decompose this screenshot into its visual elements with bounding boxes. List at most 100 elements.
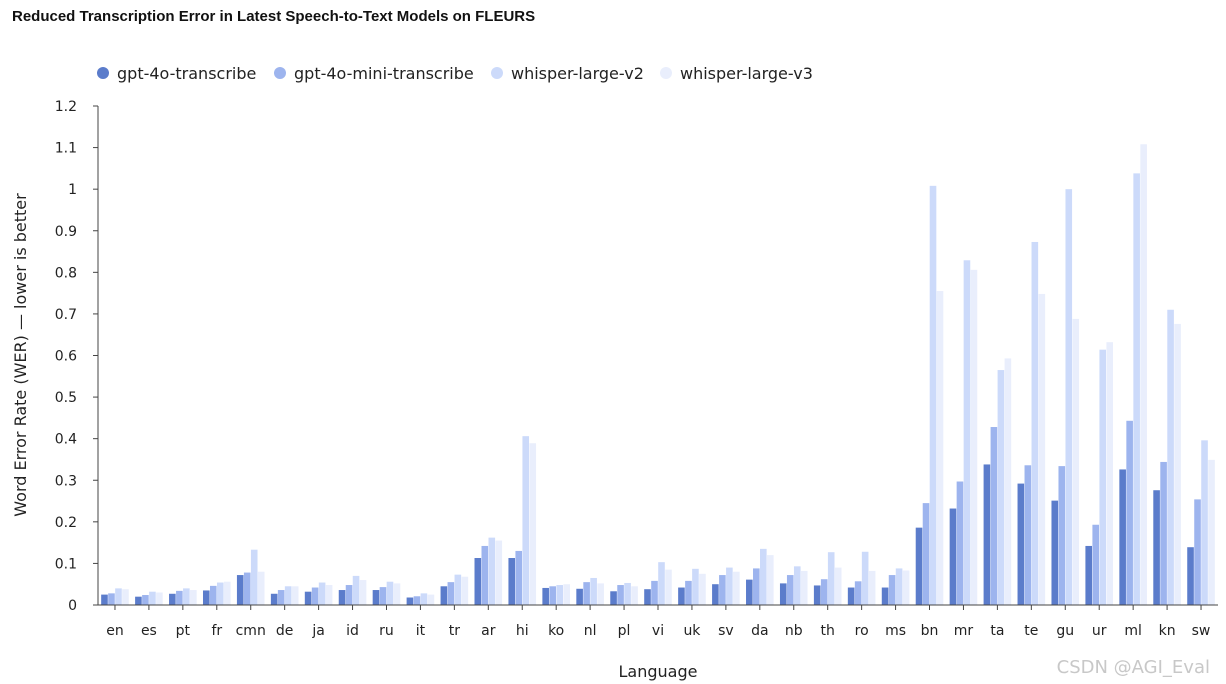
bar-whisper-large-v2-cmn[interactable] [250,549,258,605]
bar-gpt-4o-transcribe-gu[interactable] [1051,500,1059,605]
bar-whisper-large-v3-cmn[interactable] [257,571,265,605]
bar-gpt-4o-mini-transcribe-ml[interactable] [1126,420,1133,605]
bar-gpt-4o-transcribe-ro[interactable] [847,587,855,605]
bar-whisper-large-v3-nb[interactable] [800,570,808,605]
bar-gpt-4o-mini-transcribe-vi[interactable] [651,580,658,605]
bar-whisper-large-v3-ta[interactable] [1004,358,1012,605]
bar-whisper-large-v2-bn[interactable] [929,185,937,605]
bar-gpt-4o-transcribe-pl[interactable] [610,591,617,605]
bar-whisper-large-v2-ms[interactable] [895,568,903,605]
bar-whisper-large-v3-fr[interactable] [223,581,231,605]
bar-gpt-4o-transcribe-ur[interactable] [1085,545,1093,605]
bar-gpt-4o-transcribe-bn[interactable] [915,527,923,605]
bar-gpt-4o-transcribe-nl[interactable] [576,588,583,605]
bar-gpt-4o-mini-transcribe-kn[interactable] [1160,461,1167,605]
bar-gpt-4o-mini-transcribe-tr[interactable] [447,582,455,605]
bar-whisper-large-v2-ar[interactable] [488,537,496,605]
bar-whisper-large-v2-ur[interactable] [1099,349,1107,605]
bar-whisper-large-v2-vi[interactable] [658,562,665,605]
bar-gpt-4o-transcribe-hi[interactable] [508,558,516,605]
bar-gpt-4o-transcribe-en[interactable] [101,594,108,605]
bar-gpt-4o-mini-transcribe-ms[interactable] [888,575,896,605]
bar-whisper-large-v3-id[interactable] [359,580,367,605]
bar-whisper-large-v3-mr[interactable] [970,269,978,605]
bar-whisper-large-v3-ro[interactable] [868,570,876,605]
bar-whisper-large-v2-th[interactable] [827,552,835,605]
bar-whisper-large-v3-da[interactable] [767,555,774,605]
bar-whisper-large-v2-gu[interactable] [1065,189,1073,606]
bar-gpt-4o-mini-transcribe-nb[interactable] [786,575,794,605]
bar-whisper-large-v2-fr[interactable] [216,582,224,605]
bar-whisper-large-v2-en[interactable] [115,588,122,605]
bar-whisper-large-v3-th[interactable] [834,567,842,605]
bar-gpt-4o-mini-transcribe-ja[interactable] [311,587,319,605]
bar-whisper-large-v2-te[interactable] [1031,241,1039,606]
bar-whisper-large-v2-ml[interactable] [1133,173,1140,606]
bar-gpt-4o-mini-transcribe-ko[interactable] [549,586,556,605]
bar-whisper-large-v3-pt[interactable] [190,590,197,605]
bar-whisper-large-v3-de[interactable] [291,586,299,605]
bar-gpt-4o-transcribe-pt[interactable] [169,593,176,605]
bar-gpt-4o-mini-transcribe-mr[interactable] [956,481,964,606]
bar-gpt-4o-mini-transcribe-pl[interactable] [617,585,624,605]
bar-gpt-4o-mini-transcribe-ta[interactable] [990,427,998,605]
bar-gpt-4o-mini-transcribe-pt[interactable] [176,590,183,605]
bar-whisper-large-v2-mr[interactable] [963,260,971,605]
bar-gpt-4o-transcribe-sv[interactable] [712,584,719,605]
bar-gpt-4o-transcribe-fr[interactable] [202,590,210,605]
bar-whisper-large-v2-es[interactable] [149,591,156,605]
bar-gpt-4o-transcribe-ja[interactable] [304,591,312,605]
bar-whisper-large-v3-nl[interactable] [597,583,604,605]
bar-gpt-4o-transcribe-mr[interactable] [949,508,957,605]
bar-whisper-large-v3-sw[interactable] [1208,459,1215,605]
bar-gpt-4o-mini-transcribe-cmn[interactable] [243,572,251,605]
bar-whisper-large-v3-gu[interactable] [1072,318,1080,605]
bar-whisper-large-v3-ar[interactable] [495,540,503,605]
legend-item-gpt-4o-mini-transcribe[interactable]: gpt-4o-mini-transcribe [274,64,474,83]
bar-gpt-4o-transcribe-da[interactable] [746,579,753,605]
legend-item-gpt-4o-transcribe[interactable]: gpt-4o-transcribe [97,64,256,83]
bar-gpt-4o-mini-transcribe-hi[interactable] [515,550,523,605]
bar-whisper-large-v3-ur[interactable] [1106,342,1114,605]
bar-gpt-4o-mini-transcribe-fr[interactable] [209,585,217,605]
bar-gpt-4o-mini-transcribe-de[interactable] [277,590,285,605]
bar-gpt-4o-mini-transcribe-da[interactable] [753,568,760,605]
bar-gpt-4o-mini-transcribe-uk[interactable] [685,580,692,605]
bar-gpt-4o-transcribe-sw[interactable] [1187,547,1194,605]
bar-whisper-large-v3-kn[interactable] [1174,323,1181,605]
bar-whisper-large-v3-ml[interactable] [1140,144,1147,605]
bar-gpt-4o-transcribe-de[interactable] [270,593,278,605]
bar-whisper-large-v2-de[interactable] [284,586,292,605]
bar-whisper-large-v3-sv[interactable] [733,571,740,605]
bar-gpt-4o-transcribe-ms[interactable] [881,587,889,605]
bar-whisper-large-v2-sw[interactable] [1201,440,1208,605]
bar-whisper-large-v2-ko[interactable] [556,585,563,605]
bar-gpt-4o-mini-transcribe-ro[interactable] [854,581,862,605]
bar-whisper-large-v2-ru[interactable] [386,581,394,605]
bar-whisper-large-v3-ja[interactable] [325,585,333,605]
bar-gpt-4o-mini-transcribe-te[interactable] [1024,465,1032,605]
bar-gpt-4o-transcribe-kn[interactable] [1153,490,1160,605]
bar-whisper-large-v2-ta[interactable] [997,370,1005,605]
bar-gpt-4o-transcribe-nb[interactable] [779,583,787,605]
bar-whisper-large-v3-tr[interactable] [461,576,469,605]
bar-gpt-4o-mini-transcribe-ar[interactable] [481,545,489,605]
bar-whisper-large-v3-ru[interactable] [393,583,401,605]
bar-gpt-4o-mini-transcribe-it[interactable] [413,596,421,605]
bar-gpt-4o-transcribe-es[interactable] [135,596,142,605]
bar-gpt-4o-transcribe-vi[interactable] [644,589,651,605]
bar-gpt-4o-mini-transcribe-es[interactable] [142,595,149,605]
bar-gpt-4o-transcribe-it[interactable] [406,597,414,605]
bar-gpt-4o-mini-transcribe-gu[interactable] [1058,466,1066,605]
bar-whisper-large-v3-ms[interactable] [902,570,910,605]
bar-gpt-4o-mini-transcribe-ru[interactable] [379,587,387,605]
bar-gpt-4o-transcribe-th[interactable] [813,585,821,605]
bar-whisper-large-v2-kn[interactable] [1167,309,1174,605]
bar-gpt-4o-mini-transcribe-bn[interactable] [922,503,930,605]
bar-gpt-4o-transcribe-cmn[interactable] [236,575,244,605]
bar-gpt-4o-mini-transcribe-nl[interactable] [583,582,590,605]
bar-whisper-large-v2-ro[interactable] [861,551,869,605]
bar-whisper-large-v3-te[interactable] [1038,293,1046,605]
bar-gpt-4o-transcribe-ru[interactable] [372,590,380,605]
bar-gpt-4o-mini-transcribe-id[interactable] [345,585,353,605]
